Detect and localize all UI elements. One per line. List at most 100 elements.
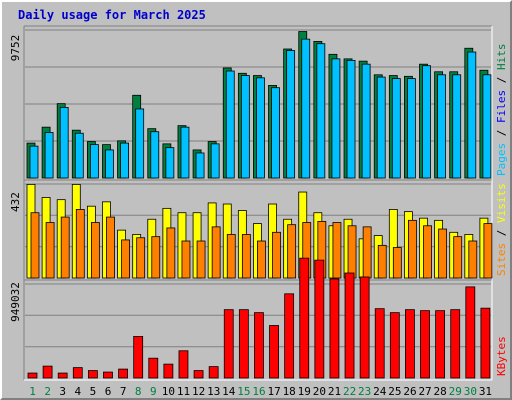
files-bar-day-15 [240,75,250,179]
files-bar-day-10 [165,147,175,179]
files-bar-day-20 [316,43,326,179]
kbytes-bar-day-19 [299,257,310,379]
sites-bar-day-23 [362,226,372,279]
kbytes-bar-day-5 [87,370,98,379]
kbytes-bar-day-14 [223,309,234,379]
day-label-11: 11 [177,385,190,398]
files-bar-day-9 [150,131,160,179]
files-bar-day-14 [225,70,235,179]
sites-bar-day-8 [136,237,146,279]
files-bar-day-27 [422,65,431,179]
files-bar-day-6 [105,149,114,179]
sites-bar-day-24 [377,244,387,279]
day-label-29: 29 [449,385,462,398]
kbytes-bar-day-30 [465,286,476,379]
kbytes-bar-day-11 [178,350,189,379]
files-bar-day-2 [44,132,54,179]
kbytes-bar-day-15 [238,309,249,379]
day-label-14: 14 [222,385,236,398]
day-label-31: 31 [479,385,492,398]
files-bar-day-16 [256,77,265,179]
day-label-1: 1 [29,385,36,398]
day-label-5: 5 [90,385,97,398]
day-label-23: 23 [358,385,371,398]
sites-bar-day-3 [60,216,70,279]
day-label-21: 21 [328,385,341,398]
kbytes-bar-day-16 [254,312,264,379]
panel-kbytes-max-label: 949032 [9,282,22,322]
kbytes-bar-day-21 [329,278,340,379]
panel-kbytes: 949032 KBytes [9,257,508,381]
day-label-13: 13 [207,385,220,398]
sites-bar-day-18 [287,224,297,279]
files-bar-day-30 [467,51,477,179]
sites-bar-day-1 [30,212,40,279]
files-bar-day-29 [452,74,462,179]
kbytes-bar-day-4 [72,367,83,379]
sites-bar-day-11 [181,240,191,279]
files-bar-day-18 [286,50,296,179]
panel-visits-sites: 432 Sites / Visits [9,179,508,281]
day-label-20: 20 [313,385,326,398]
kbytes-bar-day-20 [314,259,325,379]
day-label-4: 4 [75,385,82,398]
legend-entry: / [495,70,508,90]
legend-entry: Files [495,90,508,123]
legend-entry: Hits [495,44,508,71]
day-label-6: 6 [105,385,112,398]
legend-entry: Sites [495,243,508,276]
panel-hits-files-pages-legend: Pages / Files / Hits [495,44,508,177]
day-label-24: 24 [373,385,387,398]
day-label-9: 9 [150,385,157,398]
kbytes-bar-day-12 [193,370,204,379]
kbytes-bar-day-3 [57,372,68,379]
sites-bar-day-30 [468,240,478,279]
files-bar-day-19 [301,38,311,179]
files-bar-day-13 [210,143,220,179]
kbytes-bar-day-13 [208,366,219,379]
panel-hits-files-pages-max-label: 9752 [9,35,22,62]
files-bar-day-17 [271,87,280,179]
day-label-3: 3 [59,385,66,398]
kbytes-bar-day-23 [359,276,370,379]
legend-entry: / [495,223,508,243]
kbytes-bar-day-6 [103,371,113,379]
day-label-15: 15 [237,385,250,398]
files-bar-day-31 [482,74,492,179]
panel-visits-sites-legend: Sites / Visits [495,183,508,276]
day-labels: 1 2 3 4 5 6 7 8 9 10 11 12 13 14 15 16 17 18 19 20 21 22 23 24 2… [29,385,492,398]
day-label-22: 22 [343,385,356,398]
day-label-27: 27 [418,385,431,398]
sites-bar-day-17 [272,231,281,279]
sites-bar-day-27 [423,225,432,279]
kbytes-bar-day-22 [344,272,355,379]
kbytes-bar-day-9 [148,357,159,379]
sites-bar-day-13 [211,226,221,279]
sites-bar-day-12 [196,240,206,279]
day-label-18: 18 [283,385,296,398]
kbytes-bar-day-28 [435,310,446,379]
sites-bar-day-25 [392,247,402,279]
files-bar-day-25 [391,78,401,179]
sites-bar-day-15 [241,234,251,279]
sites-bar-day-22 [347,225,357,279]
legend-entry: Visits [495,183,508,223]
sites-bar-day-4 [75,209,85,279]
sites-bar-day-16 [257,240,266,279]
files-bar-day-24 [376,76,386,179]
legend-entry: KBytes [495,336,508,376]
legend-entry: Pages [495,143,508,176]
sites-bar-day-9 [151,236,161,279]
panel-kbytes-legend: KBytes [495,336,508,376]
day-label-8: 8 [135,385,142,398]
day-label-12: 12 [192,385,205,398]
files-bar-day-28 [437,74,447,179]
sites-bar-day-10 [166,227,176,279]
files-bar-day-22 [346,59,356,179]
kbytes-bar-day-1 [27,372,38,379]
legend-entry: / [495,123,508,143]
files-bar-day-7 [120,142,129,179]
kbytes-bar-day-24 [374,308,385,379]
files-bar-day-21 [331,58,341,179]
